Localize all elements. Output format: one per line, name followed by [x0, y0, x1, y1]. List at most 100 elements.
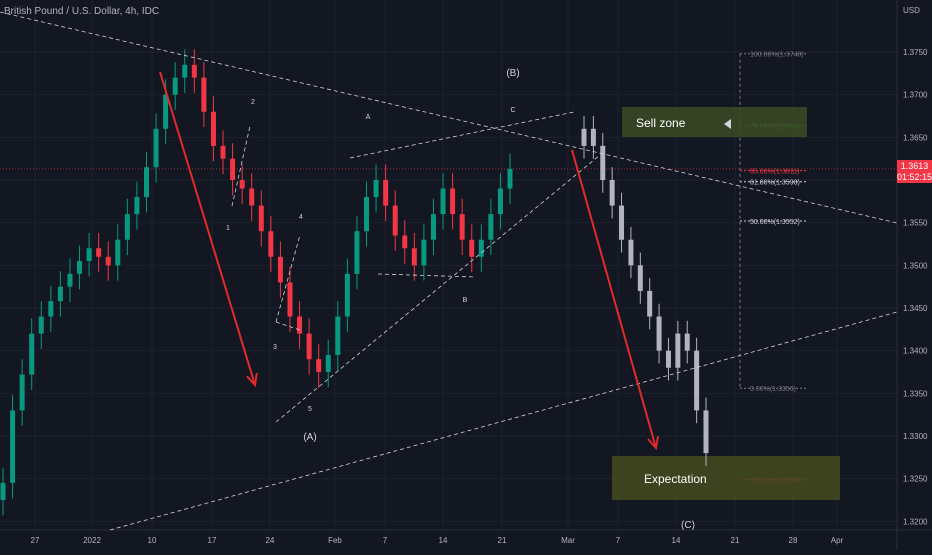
y-tick-label: 1.3200: [903, 517, 928, 526]
projection-body: [675, 333, 681, 368]
candle-body: [29, 333, 35, 375]
candle-body: [220, 145, 226, 159]
candle-body: [10, 410, 16, 483]
projection-body: [637, 265, 643, 291]
x-tick-label: 21: [731, 536, 740, 545]
x-tick-label: 27: [31, 536, 40, 545]
wave-label: (A): [303, 432, 316, 443]
projection-body: [684, 333, 690, 351]
current-price: 1.3613: [900, 161, 929, 171]
wave-c-line: [349, 111, 575, 159]
wave-label: A: [366, 114, 371, 121]
x-tick-label: Feb: [328, 536, 342, 545]
projection-body: [628, 239, 634, 266]
candle-body: [96, 248, 102, 257]
candle-body: [373, 180, 379, 198]
wave-b-line: [377, 273, 477, 278]
red-arrow-1-head: [246, 372, 258, 388]
candle-body: [258, 205, 264, 232]
expectation-box: [612, 456, 840, 500]
candle-body: [124, 214, 130, 240]
expectation-label: Expectation: [644, 472, 707, 486]
wave-label: 3: [273, 344, 277, 351]
candle-body: [163, 94, 169, 129]
current-price-badge: 1.3613 01:52:15: [897, 160, 932, 183]
candle-body: [57, 286, 63, 302]
red-arrow-2: [571, 149, 657, 449]
y-tick-label: 1.3700: [903, 91, 928, 100]
wave-label: 4: [299, 214, 303, 221]
price-countdown: 01:52:15: [897, 172, 932, 182]
y-tick-label: 1.3250: [903, 475, 928, 484]
x-tick-label: 21: [498, 536, 507, 545]
candle-body: [239, 180, 245, 189]
projection-body: [656, 316, 662, 351]
candle-body: [38, 316, 44, 334]
candle-body: [134, 197, 140, 215]
projection-body: [590, 128, 596, 146]
candle-body: [77, 261, 83, 274]
candle-body: [115, 239, 121, 266]
projection-body: [694, 350, 700, 411]
wave-channel-line: [275, 154, 601, 423]
wave-label: 1: [226, 225, 230, 232]
ascending-trend-line: [109, 311, 898, 531]
candle-body: [277, 256, 283, 283]
candle-body: [344, 273, 350, 317]
x-tick-label: 7: [383, 536, 388, 545]
candle-body: [67, 273, 73, 287]
sell-zone-label: Sell zone: [636, 116, 686, 130]
y-tick-label: 1.3750: [903, 48, 928, 57]
wave-label: B: [463, 297, 468, 304]
y-tick-label: 1.3400: [903, 347, 928, 356]
wave-label: 2: [251, 99, 255, 106]
fib-label: 100.00%(1.3748): [750, 52, 804, 59]
candle-body: [459, 214, 465, 240]
projection-body: [619, 205, 625, 240]
chart-title: British Pound / U.S. Dollar, 4h, IDC: [4, 6, 160, 17]
candle-body: [392, 205, 398, 236]
y-axis-panel: [897, 0, 932, 550]
candle-body: [383, 180, 389, 206]
y-tick-label: 1.3450: [903, 304, 928, 313]
candle-body: [325, 354, 331, 372]
candle-body: [268, 231, 274, 257]
candle-body: [287, 282, 293, 317]
projection-body: [581, 128, 587, 146]
projection-body: [609, 180, 615, 206]
candle-body: [316, 359, 322, 372]
candle-body: [469, 239, 475, 257]
candle-body: [143, 167, 149, 198]
red-arrow-2-head: [647, 436, 660, 451]
candle-body: [201, 77, 207, 112]
projection-body: [665, 350, 671, 368]
candle-body: [191, 64, 197, 78]
wave-4-line: [275, 234, 301, 323]
candle-body: [105, 256, 111, 266]
fib-label: 0.00%(1.3356): [750, 386, 796, 393]
candle-body: [440, 188, 446, 215]
candle-body: [19, 374, 25, 411]
wave-label: (B): [506, 68, 519, 79]
candle-body: [0, 482, 6, 500]
projection-body: [647, 290, 653, 317]
y-tick-label: 1.3650: [903, 133, 928, 142]
candle-body: [402, 235, 408, 249]
candle-body: [488, 214, 494, 240]
x-tick-label: 17: [208, 536, 217, 545]
candle-body: [497, 188, 503, 215]
y-tick-label: 1.3550: [903, 219, 928, 228]
candle-body: [172, 77, 178, 95]
candle-body: [230, 158, 236, 180]
x-tick-label: 2022: [83, 536, 101, 545]
wave-label: 5: [308, 406, 312, 413]
x-tick-label: 24: [266, 536, 275, 545]
candle-body: [48, 301, 54, 317]
sell-zone-box: [622, 107, 807, 137]
candle-body: [421, 239, 427, 266]
candle-body: [430, 214, 436, 240]
y-tick-label: 1.3350: [903, 389, 928, 398]
projection-body: [600, 145, 606, 180]
